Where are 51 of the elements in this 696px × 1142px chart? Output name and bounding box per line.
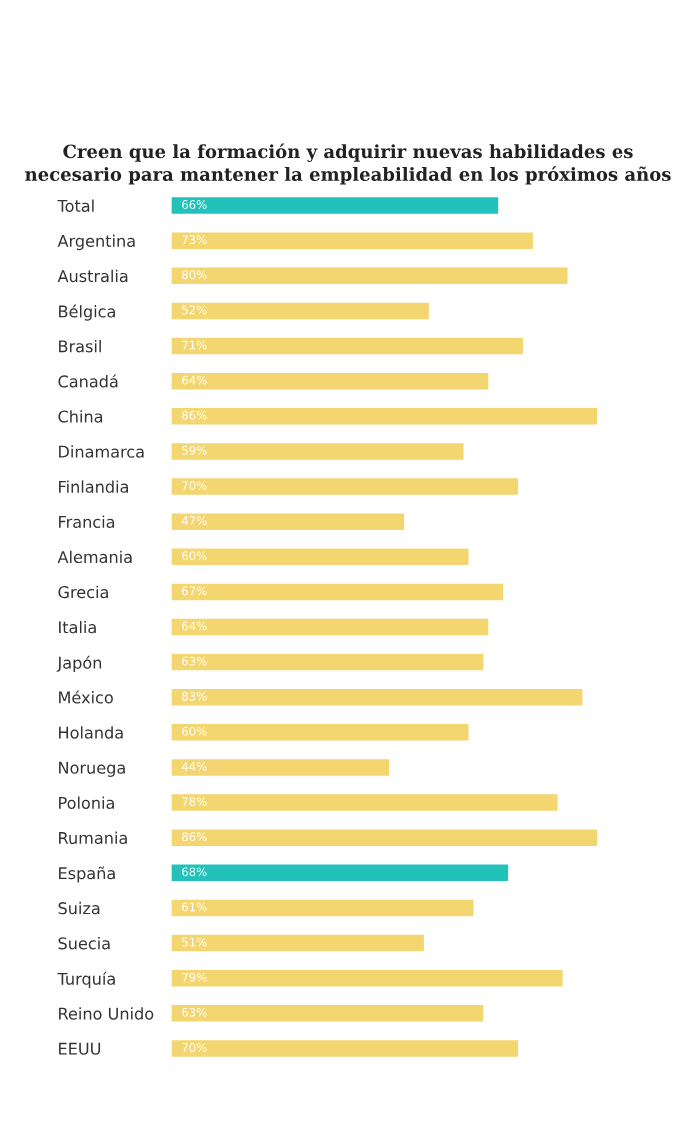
bar — [171, 372, 489, 390]
bar — [171, 267, 568, 285]
bar — [171, 197, 499, 214]
y-tick-label: Australia — [57, 269, 128, 283]
y-tick-label: México — [59, 690, 113, 704]
y-tick-label: China — [58, 410, 103, 423]
y-tick-label: Brasil — [59, 339, 101, 353]
y-tick-label: Holanda — [59, 726, 123, 739]
bar — [171, 302, 429, 320]
bar — [171, 618, 489, 636]
bar — [171, 794, 558, 811]
y-tick-label: Turquía — [57, 971, 115, 988]
bar — [171, 899, 474, 917]
bar — [171, 337, 523, 355]
bar — [171, 408, 598, 425]
y-tick-label: EEUU — [59, 1042, 101, 1055]
bar — [171, 724, 469, 741]
y-tick-label: Bélgica — [59, 304, 115, 321]
bar — [171, 583, 504, 601]
y-tick-label: Francia — [59, 515, 115, 528]
y-tick-label: Grecia — [58, 585, 108, 599]
bar — [171, 1040, 519, 1057]
bar — [171, 478, 519, 495]
bar — [171, 934, 424, 952]
y-tick-label: Canadá — [58, 374, 118, 388]
chart-title: Creen que la formación y adquirir nuevas habilidades es necesario para mantener la empleabilidad en los próximos años — [25, 143, 671, 185]
y-tick-label: Dinamarca — [59, 445, 144, 458]
y-tick-label: Rumania — [59, 831, 127, 845]
y-tick-label: Italia — [59, 620, 96, 634]
bar — [171, 829, 598, 846]
bar — [171, 1005, 484, 1022]
y-tick-label: Suecia — [58, 936, 110, 950]
y-tick-label: Polonia — [59, 796, 114, 809]
y-tick-label: Argentina — [57, 234, 135, 251]
bar — [171, 548, 469, 566]
bar — [171, 864, 509, 882]
y-tick-label: Alemania — [57, 550, 132, 564]
y-tick-label: Finlandia — [59, 480, 128, 493]
bar — [171, 688, 583, 706]
y-tick-label: Japón — [56, 655, 102, 672]
bar — [171, 232, 533, 249]
y-tick-label: Reino Unido — [59, 1007, 154, 1020]
bar — [171, 759, 390, 776]
y-tick-label: Noruega — [59, 761, 125, 777]
bar — [171, 969, 563, 987]
bar — [171, 513, 405, 530]
y-tick-label: Total — [57, 199, 94, 212]
bar — [171, 443, 464, 460]
y-tick-label: Suiza — [58, 901, 100, 915]
bar — [171, 653, 484, 671]
y-tick-label: España — [59, 866, 115, 883]
